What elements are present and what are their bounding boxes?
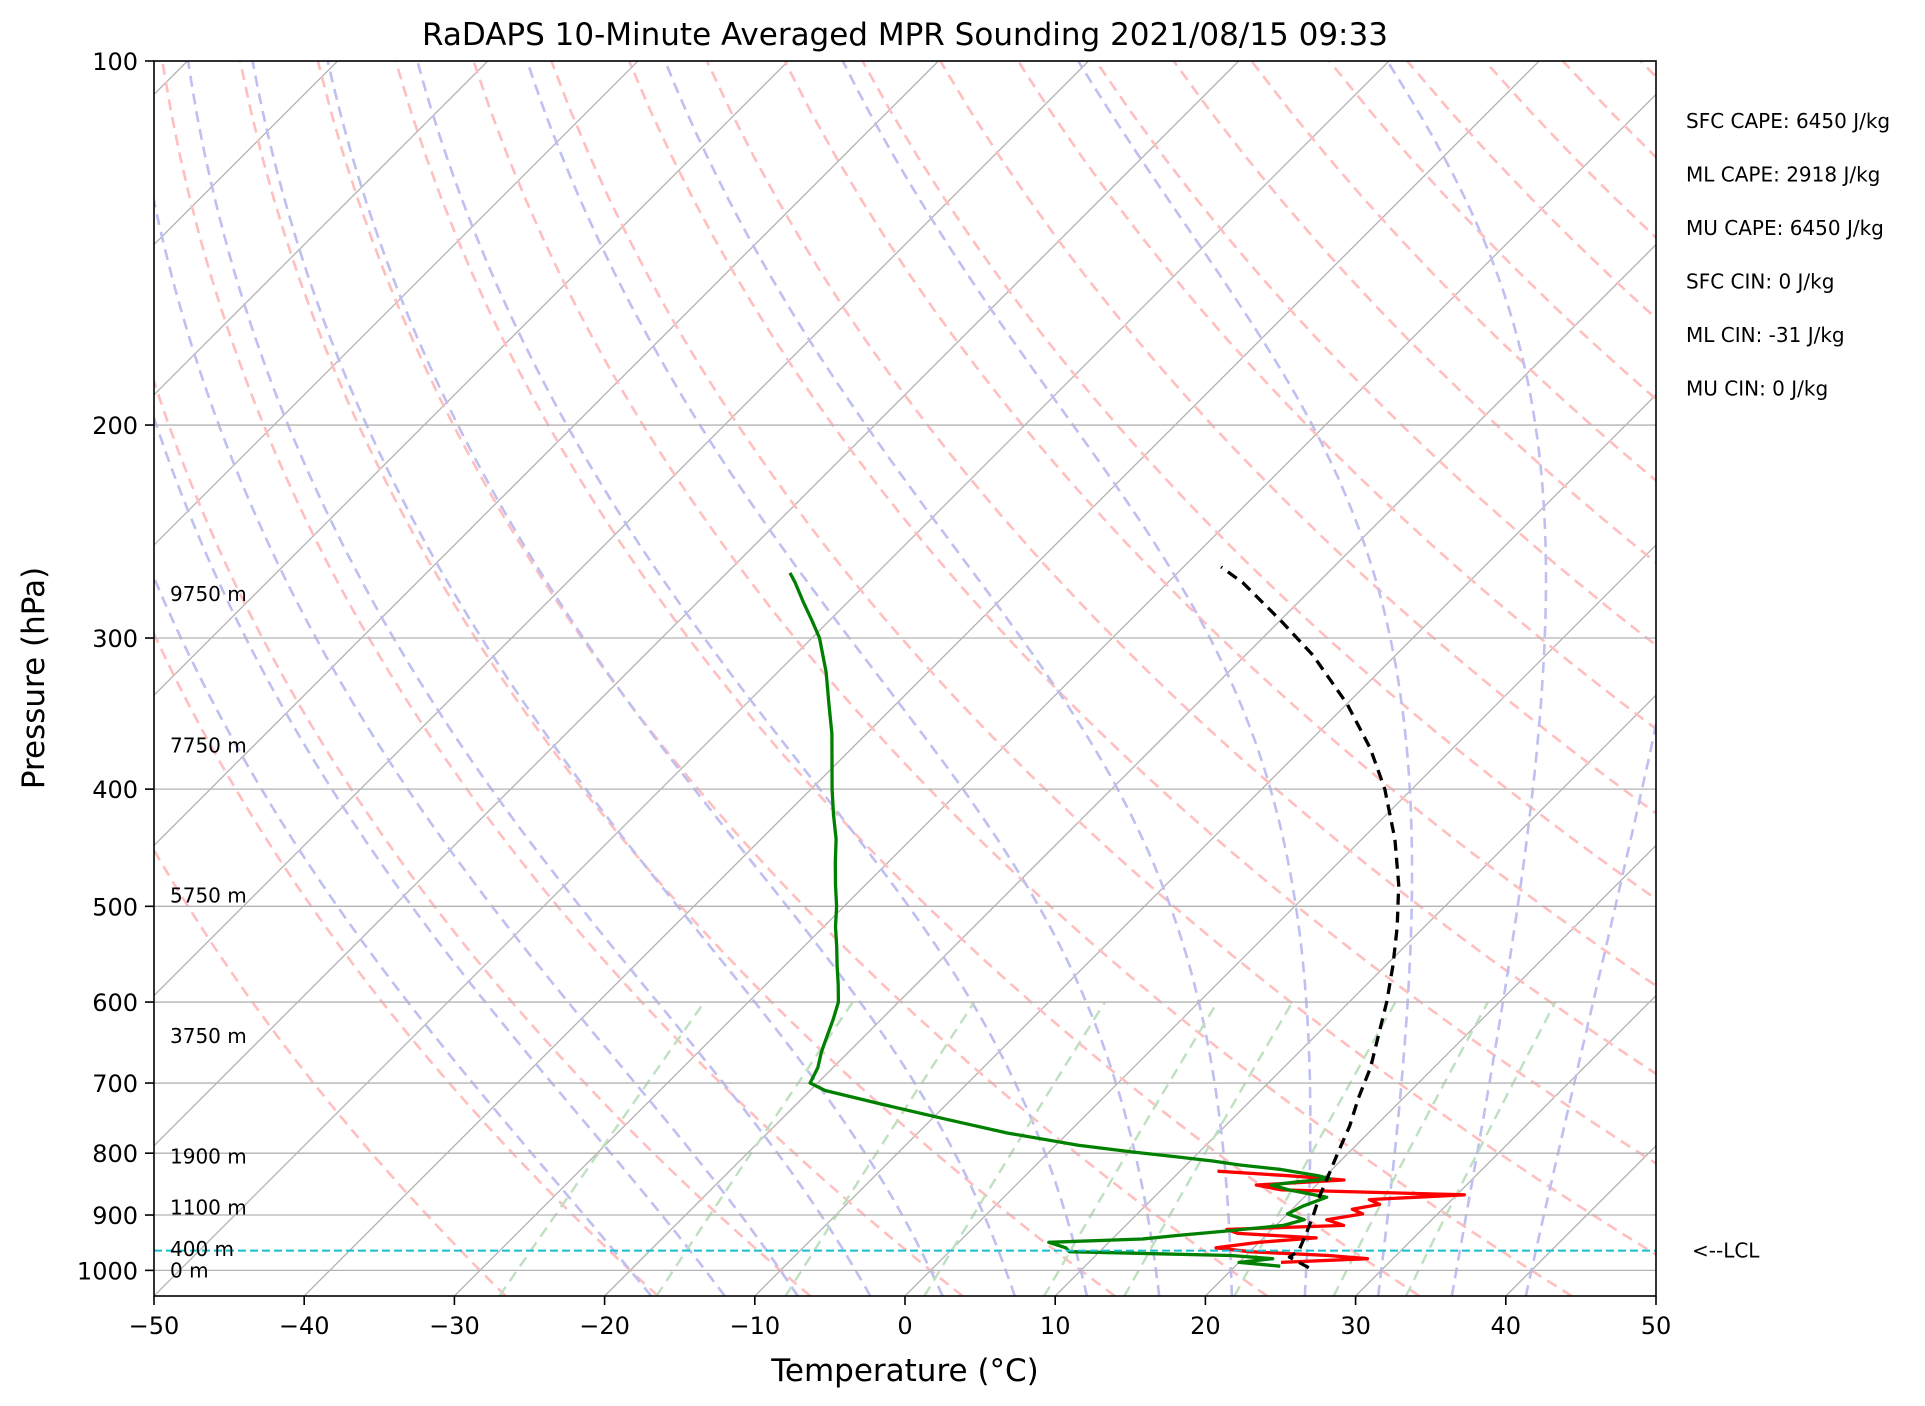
height-label: 5750 m — [170, 884, 247, 908]
isotherm-line — [154, 61, 1240, 1147]
moist-adiabat-line — [1386, 61, 1548, 1296]
x-tick-label: 30 — [1340, 1312, 1371, 1340]
isotherm-line — [1204, 844, 1656, 1296]
parcel-stat-text: SFC CAPE: 6450 J/kg — [1686, 109, 1890, 133]
y-tick-label: 800 — [92, 1140, 138, 1168]
isotherm-line — [154, 61, 939, 847]
y-tick-label: 700 — [92, 1070, 138, 1098]
mixing-ratio-line — [498, 1001, 706, 1296]
pressure-grid — [154, 61, 1656, 1272]
dry-adiabat-line — [627, 61, 1656, 1165]
moist-adiabat-line — [416, 61, 1089, 1296]
isotherm-line — [453, 93, 1656, 1296]
isotherm-line — [154, 61, 489, 396]
y-tick-label: 500 — [92, 893, 138, 921]
height-label: 1100 m — [170, 1195, 247, 1219]
moist-adiabat-line — [251, 61, 944, 1296]
parcel-stat-text: ML CIN: -31 J/kg — [1686, 323, 1845, 347]
mixing-ratio-line — [1123, 1001, 1294, 1296]
y-tick-label: 300 — [92, 625, 138, 653]
isotherm-line — [754, 393, 1656, 1296]
moist-adiabat-line — [525, 61, 1161, 1296]
x-tick-label: −10 — [729, 1312, 780, 1340]
isotherm-line — [1355, 994, 1656, 1296]
x-tick-label: 50 — [1641, 1312, 1672, 1340]
moist-adiabat-line — [1076, 61, 1414, 1296]
x-tick-label: 0 — [897, 1312, 912, 1340]
parcel-stat-text: MU CAPE: 6450 J/kg — [1686, 216, 1884, 240]
height-label: 7750 m — [170, 733, 247, 757]
chart-title: RaDAPS 10-Minute Averaged MPR Sounding 2… — [422, 17, 1388, 53]
height-label: 0 m — [170, 1258, 209, 1282]
dry-adiabat-line — [705, 61, 1656, 1076]
y-tick-label: 600 — [92, 989, 138, 1017]
moist-adiabat-line — [154, 414, 726, 1296]
dry-adiabat-line — [154, 377, 812, 1296]
dry-adiabat-line — [550, 61, 1656, 1257]
mixing-ratio-line — [1404, 1001, 1557, 1296]
height-label: 1900 m — [170, 1144, 247, 1168]
parcel-stat-text: MU CIN: 0 J/kg — [1686, 377, 1828, 401]
isotherm-line — [1054, 694, 1656, 1296]
moist-adiabat-line — [663, 61, 1234, 1296]
moist-adiabat-line — [154, 574, 653, 1296]
parcel-stat-text: ML CAPE: 2918 J/kg — [1686, 163, 1880, 187]
y-tick-label: 100 — [92, 48, 138, 76]
height-label: 3750 m — [170, 1024, 247, 1048]
x-tick-label: 10 — [1040, 1312, 1071, 1340]
x-tick-label: −50 — [129, 1312, 180, 1340]
height-label: 400 m — [170, 1237, 234, 1261]
y-axis-ticks: 100 200 300 400 500 600 700 800 900 1000 — [77, 48, 154, 1285]
y-tick-label: 400 — [92, 776, 138, 804]
dry-adiabat-line — [783, 61, 1656, 988]
mixing-ratio-line — [655, 1001, 854, 1296]
parcel-stats: SFC CAPE: 6450 J/kg ML CAPE: 2918 J/kg MU … — [1686, 109, 1890, 401]
x-tick-label: −40 — [279, 1312, 330, 1340]
isotherm-line — [154, 61, 1390, 1296]
mixing-ratio-line — [1043, 1001, 1219, 1296]
x-tick-label: 20 — [1190, 1312, 1221, 1340]
isotherm-line — [904, 544, 1656, 1296]
lcl-label: <--LCL — [1692, 1239, 1760, 1263]
isotherm-line — [604, 243, 1656, 1296]
dry-adiabat-line — [1017, 61, 1656, 731]
isotherm-line — [154, 61, 789, 697]
y-tick-label: 200 — [92, 412, 138, 440]
moist-adiabat-line — [326, 61, 1016, 1296]
x-axis-label: Temperature (°C) — [770, 1353, 1039, 1389]
isotherm-line — [154, 61, 639, 546]
x-axis-ticks: −50 −40 −30 −20 −10 0 10 20 30 40 50 — [129, 1296, 1672, 1340]
dry-adiabat-line — [316, 61, 1268, 1296]
plot-area — [154, 61, 1656, 1296]
x-tick-label: −20 — [579, 1312, 630, 1340]
moist-adiabat-line — [154, 194, 799, 1296]
moist-adiabat-line — [841, 61, 1312, 1296]
isotherm-line — [154, 61, 1090, 997]
parcel-stat-text: SFC CIN: 0 J/kg — [1686, 270, 1834, 294]
isotherm-grid — [154, 61, 1656, 1296]
dry-adiabat-line — [154, 847, 507, 1296]
y-axis-label: Pressure (hPa) — [16, 567, 52, 789]
dry-adiabat-line — [861, 61, 1656, 901]
mixing-ratio-line — [784, 1001, 976, 1296]
mixing-ratio-line — [923, 1001, 1106, 1296]
x-tick-label: −30 — [429, 1312, 480, 1340]
isotherm-line — [303, 61, 1540, 1296]
y-tick-label: 1000 — [77, 1257, 138, 1285]
height-label: 9750 m — [170, 582, 247, 606]
dry-adiabat-line — [472, 61, 1573, 1296]
moist-adiabat-line — [186, 61, 872, 1296]
dry-adiabat-line — [161, 61, 964, 1296]
dewpoint-profile-line — [788, 572, 1332, 1268]
parcel-profile-line — [1220, 565, 1401, 1270]
dry-adiabat-line — [1094, 61, 1656, 647]
dry-adiabat-line — [238, 61, 1116, 1296]
y-tick-label: 900 — [92, 1202, 138, 1230]
moist-adiabat-line — [1524, 718, 1656, 1296]
x-tick-label: 40 — [1491, 1312, 1522, 1340]
moist-adiabats — [154, 61, 1656, 1296]
